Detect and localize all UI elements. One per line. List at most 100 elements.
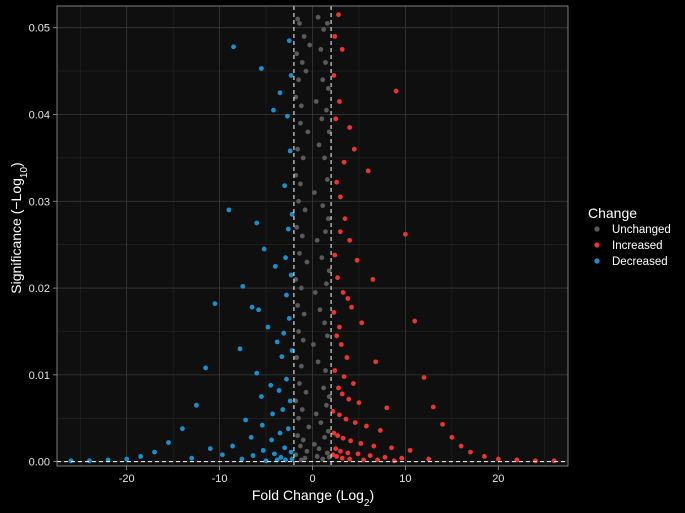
data-point xyxy=(254,220,260,226)
data-point xyxy=(284,292,289,298)
data-point xyxy=(297,250,302,256)
data-point xyxy=(294,51,300,57)
data-point xyxy=(295,303,301,308)
data-point xyxy=(382,454,388,460)
data-point xyxy=(289,456,295,462)
data-point xyxy=(359,320,365,326)
data-point xyxy=(320,203,326,209)
data-point xyxy=(293,94,299,100)
threshold-lines xyxy=(57,6,568,466)
data-point xyxy=(333,446,339,452)
y-axis-ticks: 0.00 0.01 0.02 0.03 0.04 0.05 xyxy=(29,23,57,469)
data-point xyxy=(285,113,290,119)
data-point xyxy=(384,405,390,411)
data-point xyxy=(377,428,383,433)
data-point xyxy=(124,456,130,462)
data-point xyxy=(345,450,351,456)
data-point xyxy=(314,454,320,459)
data-point xyxy=(286,316,292,321)
data-point xyxy=(352,420,358,426)
data-point xyxy=(354,257,360,263)
x-tick-label: -20 xyxy=(119,473,135,485)
data-point xyxy=(299,60,305,65)
data-point xyxy=(323,368,328,373)
data-point xyxy=(261,246,267,252)
data-point xyxy=(389,445,394,451)
data-point xyxy=(481,454,487,459)
data-point xyxy=(399,455,405,461)
data-point xyxy=(295,433,301,439)
legend-key-increased xyxy=(594,242,600,248)
data-point xyxy=(237,346,243,352)
data-point xyxy=(298,181,303,187)
data-point xyxy=(355,451,361,457)
data-point xyxy=(332,252,338,258)
x-axis-ticks: -20 -10 0 10 20 xyxy=(119,466,504,485)
data-point xyxy=(495,456,501,462)
x-tick-label: 0 xyxy=(309,473,315,485)
data-point xyxy=(349,304,354,310)
data-point xyxy=(274,339,280,345)
data-point xyxy=(297,381,302,386)
data-point xyxy=(270,411,275,417)
data-point xyxy=(335,433,340,439)
data-point xyxy=(315,14,321,20)
data-point xyxy=(339,46,345,52)
data-point xyxy=(343,416,349,422)
data-point xyxy=(325,86,331,91)
data-point xyxy=(337,229,343,235)
data-point xyxy=(265,324,271,330)
data-point xyxy=(288,272,294,278)
data-point xyxy=(300,437,306,443)
data-point xyxy=(338,342,344,347)
legend-title: Change xyxy=(588,205,637,221)
data-point xyxy=(239,456,245,462)
data-point xyxy=(325,428,331,434)
data-point xyxy=(514,457,520,463)
data-point xyxy=(341,159,347,165)
data-point xyxy=(288,449,294,455)
data-point xyxy=(421,375,427,380)
data-point xyxy=(324,107,329,113)
data-point xyxy=(375,457,380,463)
data-point xyxy=(304,259,310,265)
data-point xyxy=(305,129,311,135)
x-tick-label: 10 xyxy=(399,473,411,485)
data-point xyxy=(337,324,342,330)
data-point xyxy=(289,348,295,353)
data-point xyxy=(318,420,324,426)
data-point xyxy=(331,430,337,436)
data-point xyxy=(306,424,312,430)
data-point xyxy=(449,434,455,440)
data-point xyxy=(324,450,330,456)
data-point xyxy=(323,229,328,235)
data-point xyxy=(316,142,322,148)
data-point xyxy=(287,398,293,404)
data-point xyxy=(313,411,319,417)
data-point xyxy=(311,342,316,347)
data-point xyxy=(345,296,351,301)
data-point xyxy=(333,116,339,122)
data-point xyxy=(403,231,408,237)
data-point xyxy=(320,77,326,83)
data-point xyxy=(323,60,328,65)
series-increased xyxy=(330,12,557,464)
data-point xyxy=(371,443,377,449)
data-point xyxy=(311,190,317,196)
data-point xyxy=(324,281,329,287)
data-point xyxy=(276,388,282,393)
data-point xyxy=(315,359,321,365)
data-point xyxy=(337,99,342,104)
data-point xyxy=(277,430,283,436)
data-point xyxy=(358,441,364,446)
data-point xyxy=(203,365,209,371)
data-point xyxy=(260,447,266,453)
data-point xyxy=(412,318,418,324)
data-point xyxy=(298,363,304,369)
data-point xyxy=(312,290,318,295)
data-point xyxy=(430,404,436,410)
data-point xyxy=(332,368,338,373)
data-point xyxy=(324,177,330,182)
data-point xyxy=(361,457,366,463)
